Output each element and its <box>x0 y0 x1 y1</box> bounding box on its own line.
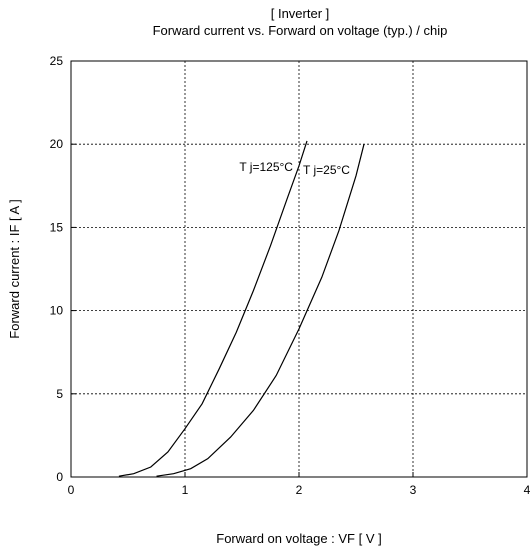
y-axis-label: Forward current : IF [ A ] <box>7 199 22 338</box>
series-labels: T j=125°C T j=25°C <box>239 160 350 177</box>
y-tick-label: 0 <box>56 470 63 484</box>
chart-title: [ Inverter ] <box>271 6 330 21</box>
ticks: 0 1 2 3 4 0 5 10 15 20 25 <box>50 54 531 497</box>
y-tick-label: 5 <box>56 387 63 401</box>
y-tick-label: 25 <box>50 54 64 68</box>
x-tick-label: 0 <box>68 483 75 497</box>
series-label-2: T j=25°C <box>303 163 350 177</box>
y-tick-label: 15 <box>50 220 64 234</box>
series-curves <box>118 140 365 477</box>
chart-subtitle: Forward current vs. Forward on voltage (… <box>153 23 448 38</box>
x-tick-label: 4 <box>524 483 531 497</box>
series-line-1 <box>118 140 308 477</box>
series-line-2 <box>156 144 365 477</box>
x-axis-label: Forward on voltage : VF [ V ] <box>216 531 381 546</box>
series-label-1: T j=125°C <box>239 160 293 174</box>
x-tick-label: 2 <box>296 483 303 497</box>
y-tick-label: 20 <box>50 137 64 151</box>
grid <box>71 61 527 477</box>
x-tick-label: 3 <box>410 483 417 497</box>
y-tick-label: 10 <box>50 304 64 318</box>
x-tick-label: 1 <box>182 483 189 497</box>
